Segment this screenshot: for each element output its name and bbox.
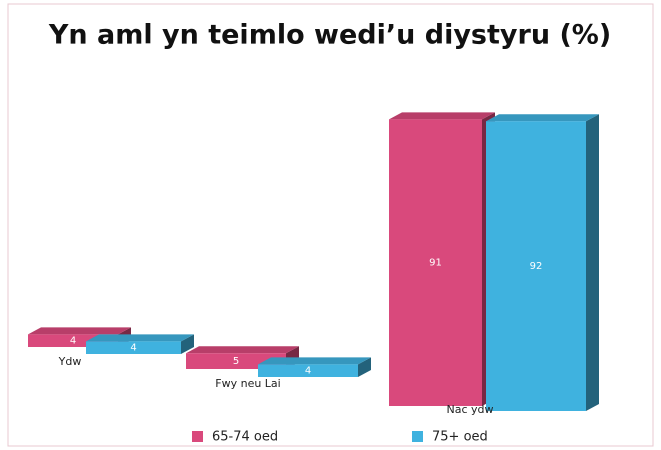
bar-side	[358, 357, 371, 377]
data-label: 4	[130, 343, 136, 354]
data-label: 92	[530, 261, 543, 272]
bar	[486, 121, 586, 411]
bar	[86, 341, 181, 354]
bar	[258, 364, 358, 377]
data-label: 4	[305, 366, 311, 377]
bar-top	[86, 334, 194, 342]
bar-side	[586, 114, 599, 411]
bar-top	[258, 357, 371, 365]
data-label: 4	[70, 336, 76, 347]
legend-swatch	[412, 431, 423, 442]
data-label: 91	[429, 258, 442, 269]
bar	[389, 119, 482, 406]
legend-swatch	[192, 431, 203, 442]
category-label: Fwy neu Lai	[215, 377, 280, 390]
bar-top	[389, 112, 495, 120]
category-label: Ydw	[58, 355, 82, 368]
frame	[7, 3, 654, 447]
legend-label: 75+ oed	[432, 430, 488, 445]
chart-title: Yn aml yn teimlo wedi’u diystyru (%)	[48, 20, 611, 51]
bar-top	[28, 327, 131, 335]
category-label: Nac ydw	[446, 403, 493, 416]
bar-top	[486, 114, 599, 122]
legend-label: 65-74 oed	[212, 430, 278, 445]
data-label: 5	[233, 356, 239, 367]
bar-top	[186, 346, 299, 354]
bar-side	[181, 334, 194, 354]
